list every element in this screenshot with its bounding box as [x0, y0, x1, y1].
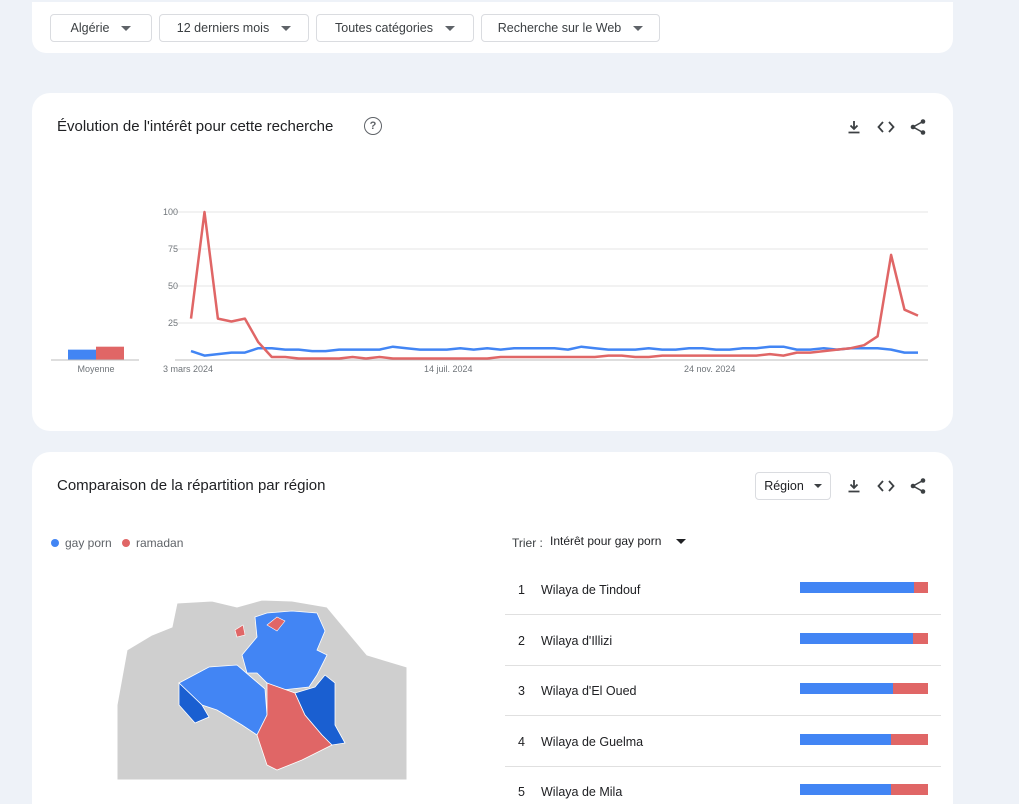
- embed-code-icon[interactable]: [876, 476, 896, 496]
- ranking-bar-gay-porn: [800, 683, 894, 694]
- ranking-region-name: Wilaya de Guelma: [541, 734, 644, 749]
- sort-value: Intérêt pour gay porn: [550, 534, 662, 548]
- y-tick-label: 100: [163, 207, 178, 217]
- sort-dropdown[interactable]: Intérêt pour gay porn: [550, 534, 687, 548]
- ranking-region-name: Wilaya de Mila: [541, 785, 623, 799]
- ranking-row[interactable]: 3 Wilaya d'El Oued: [505, 666, 941, 716]
- ranking-number: 4: [518, 734, 525, 749]
- average-bar-gay-porn: [68, 349, 96, 360]
- ranking-bar: [800, 784, 928, 795]
- search-type-filter[interactable]: Recherche sur le Web: [481, 14, 660, 42]
- map-region-north[interactable]: [241, 610, 328, 691]
- ranking-number: 2: [518, 633, 525, 648]
- ranking-bar-ramadan: [893, 683, 928, 694]
- legend-label: gay porn: [65, 536, 112, 550]
- sort-label: Trier :: [512, 536, 543, 550]
- country-filter-label: Algérie: [70, 21, 110, 35]
- country-filter[interactable]: Algérie: [50, 14, 152, 42]
- search-type-filter-label: Recherche sur le Web: [497, 21, 622, 35]
- ranking-bar-gay-porn: [800, 784, 891, 795]
- legend-label: ramadan: [136, 536, 184, 550]
- average-label: Moyenne: [77, 364, 114, 374]
- series-line-gay-porn: [190, 345, 918, 357]
- average-bar-ramadan: [96, 346, 124, 360]
- legend-item-ramadan: ramadan: [122, 536, 183, 550]
- ranking-number: 1: [518, 583, 525, 597]
- ranking-region-name: Wilaya de Tindouf: [541, 583, 641, 597]
- y-tick-label: 75: [168, 244, 178, 254]
- category-filter-label: Toutes catégories: [335, 21, 433, 35]
- help-icon[interactable]: ?: [364, 117, 382, 135]
- caret-down-icon: [121, 25, 132, 31]
- download-icon[interactable]: [844, 476, 864, 496]
- period-filter-label: 12 derniers mois: [176, 21, 270, 35]
- trend-title: Évolution de l'intérêt pour cette recher…: [57, 118, 334, 135]
- ranking-row[interactable]: 5 Wilaya de Mila: [505, 767, 941, 804]
- share-icon[interactable]: [908, 476, 928, 496]
- caret-down-icon: [813, 484, 822, 488]
- ranking-bar-ramadan: [890, 733, 928, 745]
- trend-chart: Moyenne 100 75 50 25 3 mars 2024 14 juil. 20…: [51, 207, 928, 374]
- share-icon[interactable]: [908, 117, 928, 137]
- download-icon[interactable]: [844, 117, 864, 137]
- region-select[interactable]: Région: [755, 472, 831, 500]
- ranking-number: 3: [518, 684, 525, 698]
- embed-code-icon[interactable]: [876, 117, 896, 137]
- ranking-row[interactable]: 4 Wilaya de Guelma: [505, 717, 941, 767]
- ranking-bar: [800, 683, 928, 694]
- map-region-west-small[interactable]: [234, 624, 246, 638]
- caret-down-icon: [633, 25, 644, 31]
- ranking-bar-ramadan: [912, 632, 928, 644]
- legend-dot: [122, 539, 130, 547]
- ranking-bar: [800, 582, 928, 593]
- legend-item-gay-porn: gay porn: [51, 536, 112, 550]
- ranking-bar: [800, 632, 928, 644]
- ranking-bar-gay-porn: [800, 632, 913, 644]
- ranking-region-name: Wilaya d'El Oued: [541, 684, 637, 698]
- map-region-north-small[interactable]: [266, 616, 286, 632]
- ranking-row[interactable]: 2 Wilaya d'Illizi: [505, 616, 941, 666]
- region-select-label: Région: [764, 479, 804, 493]
- y-tick-label: 25: [168, 318, 178, 328]
- ranking-region-name: Wilaya d'Illizi: [541, 633, 613, 648]
- ranking-bar-gay-porn: [800, 733, 891, 745]
- interest-over-time-card: Évolution de l'intérêt pour cette recher…: [32, 93, 953, 431]
- map-region-tindouf[interactable]: [178, 682, 210, 724]
- caret-down-icon: [281, 25, 292, 31]
- map-region-illizi[interactable]: [294, 674, 346, 746]
- region-comparison-card: Comparaison de la répartition par région…: [32, 452, 953, 804]
- ranking-bar: [800, 733, 928, 745]
- filters-bar: Algérie 12 derniers mois Toutes catégori…: [32, 2, 953, 53]
- region-title: Comparaison de la répartition par région: [57, 477, 326, 494]
- x-tick-label: 3 mars 2024: [163, 364, 213, 374]
- series-line-ramadan: [189, 210, 919, 360]
- x-tick-label: 14 juil. 2024: [424, 364, 473, 374]
- ranking-number: 5: [518, 785, 525, 799]
- ranking-bar-ramadan: [913, 582, 928, 593]
- category-filter[interactable]: Toutes catégories: [316, 14, 474, 42]
- caret-down-icon: [444, 25, 455, 31]
- region-map: [117, 599, 408, 781]
- ranking-bar-gay-porn: [800, 582, 914, 593]
- period-filter[interactable]: 12 derniers mois: [159, 14, 309, 42]
- x-tick-label: 24 nov. 2024: [684, 364, 735, 374]
- legend-dot: [51, 539, 59, 547]
- ranking-bar-ramadan: [890, 784, 928, 795]
- caret-down-icon: [676, 538, 687, 544]
- ranking-row[interactable]: 1 Wilaya de Tindouf: [505, 565, 941, 615]
- y-tick-label: 50: [168, 281, 178, 291]
